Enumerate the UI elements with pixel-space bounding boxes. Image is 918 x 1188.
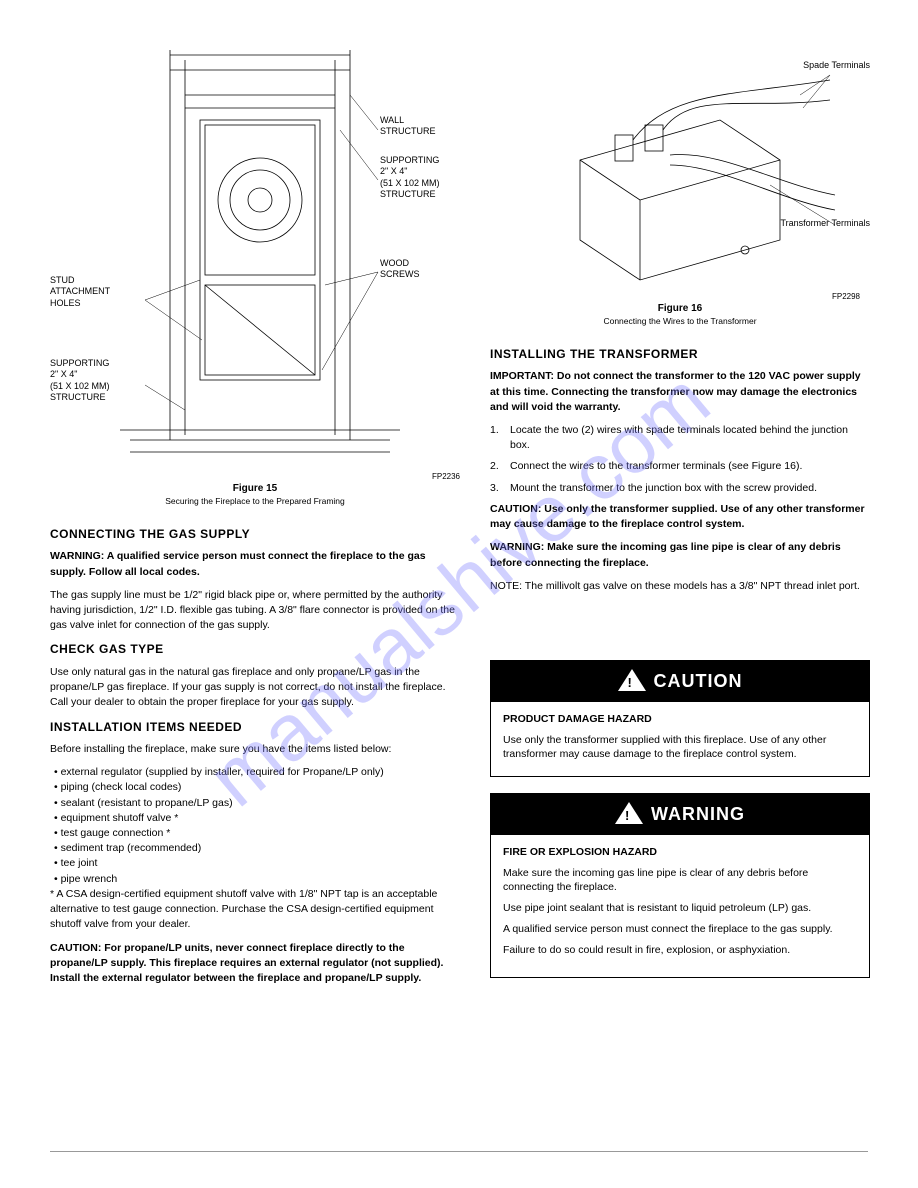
para-items-intro: Before installing the fireplace, make su… [50,742,460,757]
right-body: INSTALLING THE TRANSFORMER IMPORTANT: Do… [490,340,870,602]
para-warning-gasline: WARNING: Make sure the incoming gas line… [490,540,870,570]
label-spade-terminals: Spade Terminals [803,60,870,71]
figure-16-caption: Figure 16 [490,303,870,314]
list-item: • equipment shutoff valve * [54,811,460,826]
para-gas-line: The gas supply line must be 1/2" rigid b… [50,588,460,634]
caution-text: Use only the transformer supplied with t… [503,733,857,762]
list-item: • sealant (resistant to propane/LP gas) [54,796,460,811]
alert-boxes: CAUTION PRODUCT DAMAGE HAZARD Use only t… [490,660,870,994]
caution-header: CAUTION [491,661,869,702]
figure-16-svg [520,40,850,290]
warning-triangle-icon [615,802,643,824]
figure-15-svg [50,40,460,470]
heading-check-gas-type: CHECK GAS TYPE [50,641,460,658]
step-1: 1.Locate the two (2) wires with spade te… [490,423,870,453]
figure-16-subcaption: Connecting the Wires to the Transformer [490,316,870,326]
warning-line: Make sure the incoming gas line pipe is … [503,866,857,895]
step-2: 2.Connect the wires to the transformer t… [490,459,870,474]
warning-body: FIRE OR EXPLOSION HAZARD Make sure the i… [491,835,869,977]
caution-body: PRODUCT DAMAGE HAZARD Use only the trans… [491,702,869,776]
figure-15-block: STUDATTACHMENTHOLES SUPPORTING2" X 4"(51… [50,40,460,506]
para-caution-transformer: CAUTION: Use only the transformer suppli… [490,502,870,532]
warning-box: WARNING FIRE OR EXPLOSION HAZARD Make su… [490,793,870,978]
label-wall-structure: WALLSTRUCTURE [380,115,436,138]
list-item: • sediment trap (recommended) [54,841,460,856]
para-check-gas: Use only natural gas in the natural gas … [50,665,460,711]
caution-hazard: PRODUCT DAMAGE HAZARD [503,712,857,727]
para-lp-caution: CAUTION: For propane/LP units, never con… [50,941,460,987]
figure-15-caption: Figure 15 [50,483,460,494]
figure-16-code: FP2298 [490,292,860,301]
figure-16-block: Spade Terminals Transformer Terminals FP… [490,40,870,326]
warning-hazard: FIRE OR EXPLOSION HAZARD [503,845,857,860]
left-body: CONNECTING THE GAS SUPPLY WARNING: A qua… [50,520,460,994]
warning-text: Make sure the incoming gas line pipe is … [503,866,857,957]
page-footer [50,1151,868,1158]
figure-15-drawing: STUDATTACHMENTHOLES SUPPORTING2" X 4"(51… [50,40,460,470]
note-shutoff-valve: * A CSA design-certified equipment shuto… [50,887,460,933]
para-note-valve: NOTE: The millivolt gas valve on these m… [490,579,870,594]
para-warn-qualified: WARNING: A qualified service person must… [50,549,460,579]
figure-15-subcaption: Securing the Fireplace to the Prepared F… [50,496,460,506]
figure-16-drawing: Spade Terminals Transformer Terminals [520,40,850,290]
step-3: 3.Mount the transformer to the junction … [490,481,870,496]
heading-install-items: INSTALLATION ITEMS NEEDED [50,719,460,736]
label-wood-screws: WOODSCREWS [380,258,420,281]
warning-line: A qualified service person must connect … [503,922,857,937]
figure-15-code: FP2236 [50,472,460,481]
items-list: • external regulator (supplied by instal… [54,765,460,887]
warning-triangle-icon [618,669,646,691]
label-supporting-lower: SUPPORTING2" X 4"(51 X 102 MM)STRUCTURE [50,358,110,403]
caution-box: CAUTION PRODUCT DAMAGE HAZARD Use only t… [490,660,870,777]
label-transformer-terminals: Transformer Terminals [780,218,870,229]
warning-line: Failure to do so could result in fire, e… [503,943,857,958]
label-supporting-upper: SUPPORTING2" X 4"(51 X 102 MM)STRUCTURE [380,155,440,200]
list-item: • tee joint [54,856,460,871]
list-item: • external regulator (supplied by instal… [54,765,460,780]
heading-gas-supply: CONNECTING THE GAS SUPPLY [50,526,460,543]
list-item: • test gauge connection * [54,826,460,841]
list-item: • pipe wrench [54,872,460,887]
label-stud-attachment: STUDATTACHMENTHOLES [50,275,110,309]
warning-line: Use pipe joint sealant that is resistant… [503,901,857,916]
para-important: IMPORTANT: Do not connect the transforme… [490,369,870,415]
list-item: • piping (check local codes) [54,780,460,795]
heading-installing-transformer: INSTALLING THE TRANSFORMER [490,346,870,363]
warning-header: WARNING [491,794,869,835]
